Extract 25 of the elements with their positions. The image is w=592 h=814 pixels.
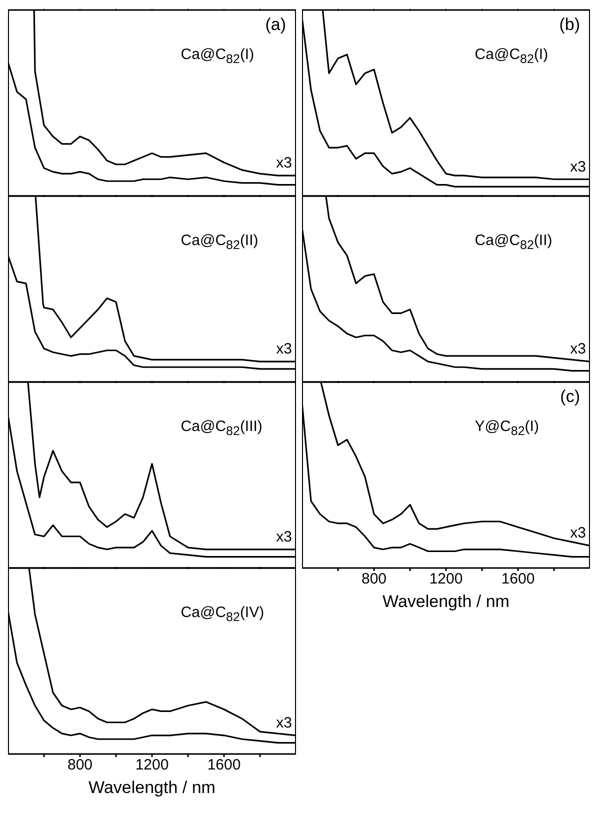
x-axis-title: Wavelength / nm [88,778,216,798]
annotation: (c) [560,387,580,407]
series-label: x3 [570,524,586,542]
x-tick-label: 1600 [501,570,535,588]
x-tick-label: 1200 [429,570,463,588]
annotation: (b) [559,15,580,35]
annotation: (a) [265,15,286,35]
series-label: x3 [276,154,292,172]
text: Ca@C$_{82}$(I) [474,46,548,68]
text: Ca@C$_{82}$(I) [180,46,254,68]
x-tick-label: 800 [361,570,387,588]
series-label: x3 [276,340,292,358]
series-label: x3 [570,158,586,176]
series-label: x3 [276,714,292,732]
x-tick-label: 800 [67,756,93,774]
text: Y@C$_{82}$(I) [474,418,539,440]
series-label: x3 [570,340,586,358]
series-label: x3 [276,528,292,546]
text: Ca@C$_{82}$(II) [474,232,552,254]
x-axis-title: Wavelength / nm [382,592,510,612]
x-tick-label: 1600 [207,756,241,774]
text: Ca@C$_{82}$(IV) [180,604,264,626]
text: Ca@C$_{82}$(II) [180,232,258,254]
text: Ca@C$_{82}$(III) [180,418,262,440]
x-tick-label: 1200 [135,756,169,774]
